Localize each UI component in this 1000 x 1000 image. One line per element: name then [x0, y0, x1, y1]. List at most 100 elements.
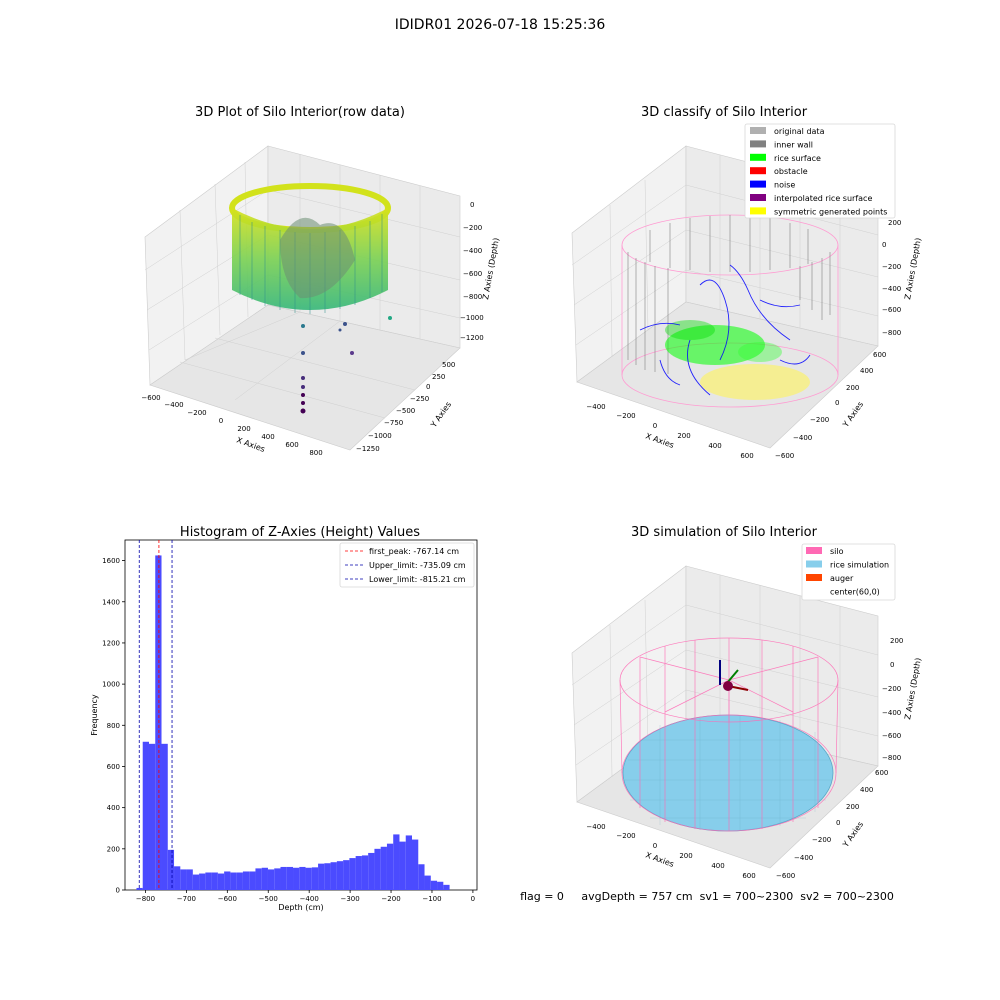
hist-bar [430, 880, 438, 890]
raw-x-tick: 800 [309, 449, 322, 457]
raw-x-tick: −400 [164, 401, 183, 409]
raw-y-tick: −500 [396, 407, 415, 415]
classify-rice-surface [665, 320, 782, 365]
raw-x-tick: −600 [141, 394, 160, 402]
hist-x-tick-label: −400 [300, 895, 319, 903]
classify-y-tick: −600 [775, 452, 794, 460]
figure-suptitle: IDIDR01 2026-07-18 15:25:36 [394, 17, 606, 33]
hist-bar [374, 848, 381, 890]
hist-bar [380, 846, 387, 890]
classify-y-tick: 400 [860, 367, 873, 375]
hist-y-ticks: 0 200 400 600 800 1000 1200 1400 1600 [102, 557, 125, 895]
classify-legend: original data inner wall rice surface obsta… [744, 123, 896, 219]
legend-swatch [806, 560, 822, 568]
legend-label: inner wall [774, 140, 813, 149]
legend-swatch [750, 140, 766, 148]
status-line: flag = 0 avgDepth = 757 cm sv1 = 700~230… [520, 890, 894, 903]
classify-y-label: Y Axies [841, 400, 866, 430]
hist-y-tick-label: 1200 [102, 639, 120, 647]
classify-x-ticks: −400 −200 0 200 400 600 [586, 403, 753, 460]
hist-bar [224, 871, 231, 890]
classify-x-tick: 600 [740, 452, 753, 460]
legend-swatch [750, 180, 766, 188]
hist-bar [192, 874, 200, 890]
raw-y-tick: 0 [426, 383, 430, 391]
raw-x-tick: 600 [285, 441, 298, 449]
hist-bar [418, 864, 425, 890]
classify-x-tick: 200 [677, 432, 690, 440]
legend-swatch [750, 127, 766, 134]
hist-bar [368, 852, 375, 890]
simulation-z-tick: 0 [890, 661, 894, 669]
simulation-z-tick: 200 [890, 637, 903, 645]
hist-x-tick-label: −700 [177, 895, 196, 903]
raw-y-tick: −750 [384, 419, 403, 427]
legend-label: auger [830, 574, 854, 583]
classify-y-tick: 0 [835, 399, 839, 407]
classify-x-tick: −400 [586, 403, 605, 411]
hist-bar [230, 872, 237, 890]
simulation-x-label: X Axies [644, 850, 675, 869]
hist-vlines [138, 540, 173, 890]
hist-bar [274, 868, 281, 890]
raw-y-label: Y Axies [429, 400, 454, 430]
hist-bar [393, 834, 400, 890]
classify-x-tick: 400 [708, 442, 721, 450]
hist-bar [443, 884, 450, 890]
raw-z-label: Z Axies (Depth) [481, 237, 501, 300]
classify-z-ticks: 200 0 −200 −400 −600 −800 [882, 219, 901, 337]
simulation-y-label: Y Axies [841, 820, 866, 850]
hist-bar [412, 839, 419, 890]
raw-z-tick: −600 [463, 270, 482, 278]
hist-bar [386, 843, 394, 890]
legend-swatch [750, 167, 766, 175]
hist-bar [330, 862, 337, 890]
hist-y-tick-label: 0 [116, 887, 120, 895]
hist-y-label: Frequency [90, 694, 99, 736]
panel-raw-3d: 3D Plot of Silo Interior(row data) [141, 105, 500, 457]
hist-bar [142, 741, 149, 890]
hist-x-tick-label: −600 [218, 895, 237, 903]
hist-bar [437, 881, 444, 890]
simulation-y-tick: −600 [776, 872, 795, 880]
classify-x-label: X Axies [644, 431, 675, 450]
simulation-y-tick: −200 [812, 836, 831, 844]
hist-bar [267, 869, 275, 890]
hist-y-tick-label: 200 [107, 845, 120, 853]
hist-bar [399, 841, 406, 890]
panel-simulation-3d: 3D simulation of Silo Interior [571, 525, 923, 880]
hist-bar [217, 873, 225, 890]
raw-x-tick: −200 [187, 409, 206, 417]
simulation-auger [719, 660, 749, 691]
hist-x-tick-label: −300 [340, 895, 359, 903]
classify-z-label: Z Axies (Depth) [903, 237, 923, 300]
simulation-z-label: Z Axies (Depth) [903, 657, 923, 720]
hist-bar [305, 867, 312, 890]
simulation-z-tick: −200 [882, 685, 901, 693]
hist-bar [211, 872, 218, 890]
legend-label: first_peak: -767.14 cm [369, 547, 459, 556]
legend-label: Lower_limit: -815.21 cm [369, 575, 466, 584]
hist-x-tick-label: −800 [136, 895, 155, 903]
hist-bar [136, 887, 143, 890]
hist-bar [336, 861, 344, 890]
hist-y-tick-label: 1600 [102, 557, 120, 565]
panel-histogram: Histogram of Z-Axies (Height) Values −80… [90, 525, 478, 912]
hist-bar [361, 855, 369, 890]
hist-bar [148, 743, 156, 890]
classify-z-tick: −800 [882, 329, 901, 337]
simulation-x-tick: 400 [711, 862, 724, 870]
legend-swatch [750, 207, 766, 215]
simulation-y-tick: 400 [860, 786, 873, 794]
hist-x-tick-label: −100 [422, 895, 441, 903]
raw-z-ticks: 0 −200 −400 −600 −800 −1000 −1200 [460, 201, 484, 342]
raw-y-tick: 250 [432, 373, 445, 381]
legend-label: silo [830, 547, 844, 556]
hist-bar [299, 866, 306, 890]
legend-swatch [806, 587, 822, 595]
hist-x-tick-label: 0 [471, 895, 475, 903]
legend-label: original data [774, 127, 825, 136]
legend-swatch [806, 574, 822, 581]
raw-y-tick: −250 [410, 395, 429, 403]
simulation-x-tick: −400 [586, 823, 605, 831]
